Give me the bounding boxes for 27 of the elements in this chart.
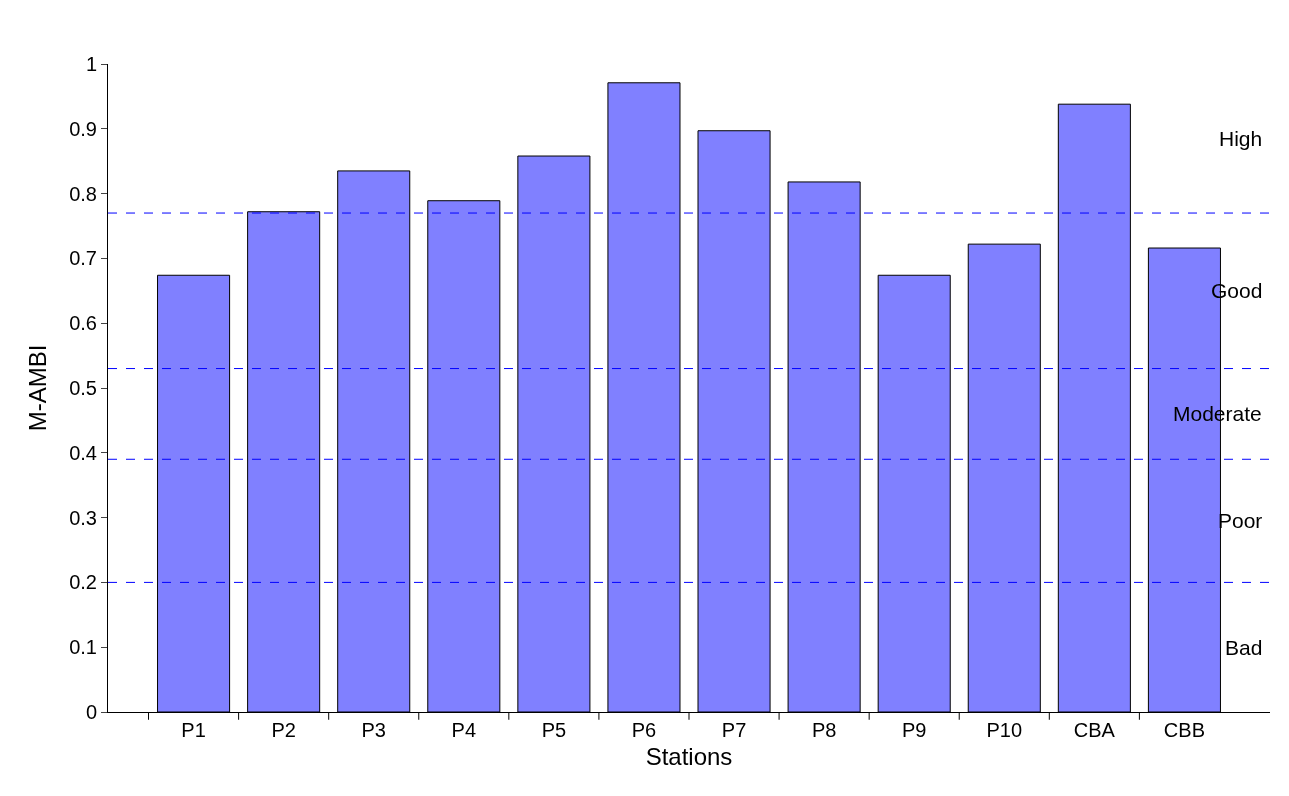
x-tick-label: P2 xyxy=(271,719,296,741)
annotation: High xyxy=(1219,127,1263,150)
y-tick-label: 0 xyxy=(85,701,97,723)
x-tick-label: P6 xyxy=(631,719,657,741)
x-tick-label: CBB xyxy=(1163,719,1205,741)
y-tick-label: 1 xyxy=(85,53,97,75)
annotation: Bad xyxy=(1225,636,1263,659)
y-tick-label: 0.5 xyxy=(69,377,97,399)
y-tick-label: 0.4 xyxy=(69,441,97,464)
x-tick-label: P7 xyxy=(721,719,747,741)
x-axis-title: Stations xyxy=(645,743,733,771)
y-tick-label: 0.9 xyxy=(69,117,97,140)
y-tick-label: 0.7 xyxy=(69,247,97,270)
x-tick-label: P8 xyxy=(811,719,837,741)
y-tick-label: 0.1 xyxy=(69,636,97,659)
x-tick-label: P10 xyxy=(986,719,1023,741)
x-tick-label: P5 xyxy=(541,719,567,741)
x-tick-label: P3 xyxy=(361,719,386,741)
x-tick-label: CBA xyxy=(1073,719,1116,741)
y-tick-label: 0.3 xyxy=(69,506,97,529)
x-tick-label: P4 xyxy=(451,719,477,741)
y-tick-label: 0.6 xyxy=(69,312,97,335)
x-tick-label: P9 xyxy=(901,719,927,741)
x-tick-label: P1 xyxy=(181,719,206,741)
y-tick-label: 0.2 xyxy=(69,571,97,594)
y-axis-title: M-AMBI xyxy=(24,344,52,432)
y-tick-label: 0.8 xyxy=(69,182,97,205)
